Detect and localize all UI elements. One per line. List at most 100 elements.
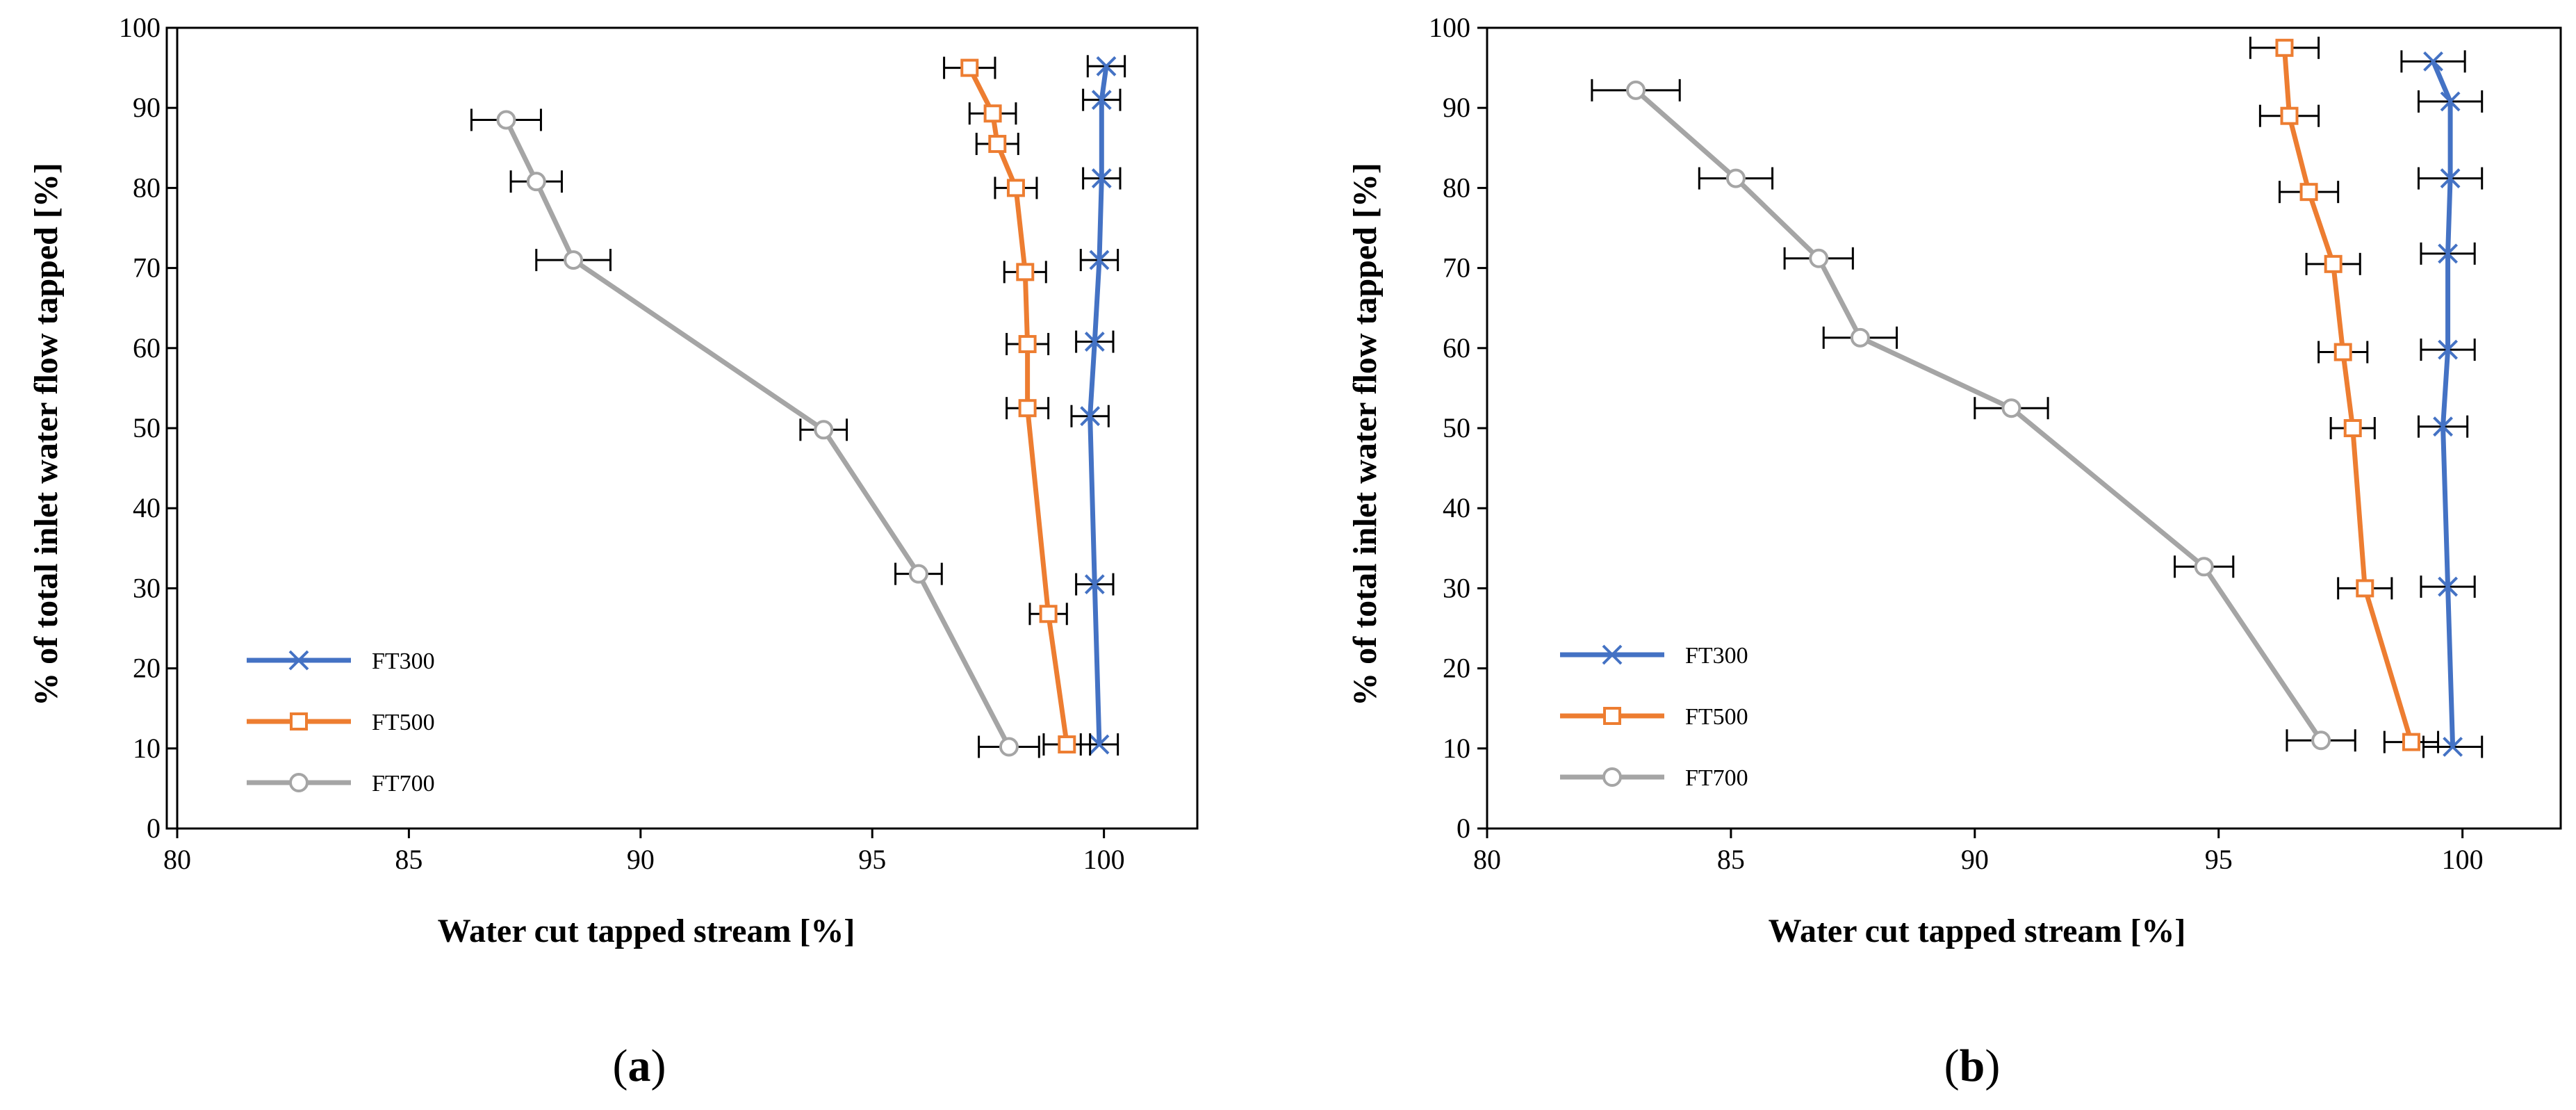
- y-tick-label-a-40: 40: [133, 492, 161, 523]
- series-ft500-a: [943, 56, 1092, 756]
- legend-b: FT300 FT500 FT700: [1560, 643, 1748, 791]
- legend-item-ft500-a: FT500: [247, 710, 435, 735]
- data-point-ft300-b-5-stroke-2: [2433, 416, 2453, 437]
- x-tick-label-b-90: 90: [1961, 844, 1989, 875]
- data-point-ft500-b-3: [2324, 254, 2343, 273]
- data-point-ft700-a-5: [999, 737, 1019, 757]
- panel-label-a: (a): [613, 1040, 666, 1091]
- data-point-ft300-b-2-stroke-2: [2440, 168, 2461, 188]
- data-point-ft300-b-5: [2433, 416, 2453, 437]
- legend-label-ft500-a: FT500: [372, 710, 435, 735]
- data-point-ft300-b-6-stroke-2: [2438, 576, 2458, 597]
- y-tick-label-b-30: 30: [1443, 572, 1470, 603]
- data-point-ft500-b-4: [2333, 343, 2352, 361]
- x-tick-label-b-85: 85: [1717, 844, 1745, 875]
- x-tick-label-a-85: 85: [395, 844, 423, 875]
- data-point-ft700-b-2: [1809, 248, 1829, 268]
- y-tick-label-b-60: 60: [1443, 332, 1470, 364]
- series-ft300-a: [1070, 55, 1126, 756]
- y-tick-label-b-50: 50: [1443, 412, 1470, 443]
- data-point-ft300-b-2: [2440, 168, 2461, 188]
- series-line-ft700-a: [504, 118, 1012, 749]
- y-tick-label-a-0: 0: [147, 813, 161, 844]
- data-point-ft300-a-7: [1089, 734, 1110, 755]
- series-line-ft500-b: [2281, 47, 2414, 743]
- legend-item-ft300-a: FT300: [247, 648, 435, 674]
- series-ft700-a: [470, 108, 1040, 758]
- legend-item-ft700-b: FT700: [1560, 765, 1748, 791]
- data-point-ft300-a-1: [1091, 90, 1112, 111]
- y-tick-label-a-30: 30: [133, 572, 161, 603]
- data-point-ft300-b-7: [2443, 737, 2463, 757]
- legend-label-ft700-b: FT700: [1685, 765, 1748, 791]
- legend-marker-ft300-b: [1602, 644, 1623, 665]
- data-point-ft700-b-0: [1626, 80, 1646, 100]
- x-axis-title-b: Water cut tapped stream [%]: [1769, 913, 2186, 949]
- data-point-ft300-a-5-stroke-2: [1080, 406, 1101, 427]
- legend-marker-ft500-b: [1603, 707, 1621, 725]
- y-tick-label-b-70: 70: [1443, 252, 1470, 284]
- y-tick-label-b-20: 20: [1443, 653, 1470, 684]
- y-tick-label-a-70: 70: [133, 252, 161, 284]
- series-ft300-b: [2400, 50, 2484, 758]
- series-line-ft300-b: [2431, 60, 2456, 747]
- data-point-ft300-b-0: [2423, 51, 2443, 72]
- data-point-ft500-b-5: [2343, 419, 2362, 437]
- panel-letter-a: a: [628, 1040, 651, 1091]
- y-tick-label-b-100: 100: [1429, 12, 1470, 43]
- x-tick-label-a-90: 90: [627, 844, 655, 875]
- y-tick-label-a-50: 50: [133, 412, 161, 443]
- data-point-ft500-b-7: [2402, 733, 2420, 751]
- y-tick-label-b-80: 80: [1443, 172, 1470, 203]
- x-tick-label-a-100: 100: [1083, 844, 1125, 875]
- y-tick-label-b-90: 90: [1443, 92, 1470, 123]
- data-point-ft300-a-0: [1096, 56, 1117, 76]
- data-point-ft300-a-1-stroke-2: [1091, 90, 1112, 111]
- y-tick-label-a-10: 10: [133, 733, 161, 764]
- y-tick-label-a-80: 80: [133, 172, 161, 203]
- data-point-ft300-a-3: [1089, 250, 1110, 270]
- data-point-ft300-a-3-stroke-2: [1089, 250, 1110, 270]
- legend-marker-ft300-a-stroke-2: [288, 650, 309, 671]
- x-axis-title-a: Water cut tapped stream [%]: [438, 913, 855, 949]
- data-point-ft700-b-5: [2194, 557, 2214, 577]
- data-point-ft300-a-4-stroke-2: [1084, 332, 1105, 352]
- y-tick-label-b-0: 0: [1457, 813, 1470, 844]
- data-point-ft300-a-6: [1084, 574, 1105, 595]
- y-tick-label-a-90: 90: [133, 92, 161, 123]
- x-tick-label-b-100: 100: [2442, 844, 2484, 875]
- legend-marker-ft300-a: [288, 650, 309, 671]
- legend-item-ft700-a: FT700: [247, 771, 435, 797]
- data-point-ft500-a-4: [1016, 263, 1035, 281]
- data-point-ft700-b-1: [1725, 168, 1746, 188]
- data-point-ft300-a-2: [1091, 168, 1112, 188]
- data-point-ft500-a-3: [1006, 179, 1025, 197]
- data-point-ft300-a-2-stroke-2: [1091, 168, 1112, 188]
- series-ft700-b: [1591, 79, 2356, 752]
- data-point-ft500-a-8: [1058, 735, 1076, 754]
- data-point-ft700-a-0: [496, 110, 516, 130]
- legend-marker-ft700-a: [289, 773, 309, 792]
- data-point-ft500-a-1: [983, 104, 1002, 123]
- data-point-ft500-a-6: [1018, 399, 1037, 418]
- legend-label-ft300-a: FT300: [372, 648, 435, 674]
- series-line-ft300-a: [1088, 65, 1109, 745]
- data-point-ft300-b-6: [2438, 576, 2458, 597]
- legend-label-ft700-a: FT700: [372, 771, 435, 797]
- legend-item-ft300-b: FT300: [1560, 643, 1748, 669]
- data-point-ft300-b-1: [2440, 91, 2461, 112]
- data-point-ft300-a-7-stroke-2: [1089, 734, 1110, 755]
- legend-item-ft500-b: FT500: [1560, 704, 1748, 730]
- data-point-ft500-b-1: [2280, 106, 2299, 125]
- legend-marker-ft300-b-stroke-2: [1602, 644, 1623, 665]
- data-point-ft300-b-3-stroke-2: [2438, 243, 2458, 264]
- data-point-ft300-b-1-stroke-2: [2440, 91, 2461, 112]
- data-point-ft300-a-6-stroke-2: [1084, 574, 1105, 595]
- data-point-ft700-a-1: [526, 172, 546, 192]
- y-axis-title-a: % of total inlet water flow tapped [%]: [28, 163, 65, 706]
- data-point-ft300-a-5: [1080, 406, 1101, 427]
- x-tick-label-a-95: 95: [858, 844, 886, 875]
